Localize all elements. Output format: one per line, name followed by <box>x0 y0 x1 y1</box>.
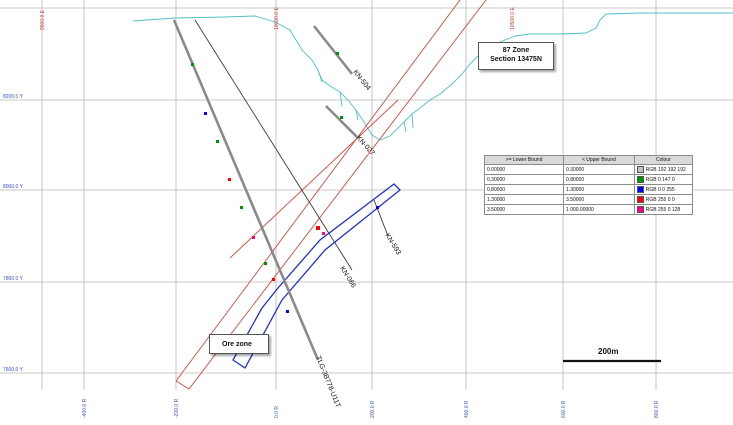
drill-hole-trace <box>194 19 353 271</box>
easting-label: 600.0 R <box>561 400 567 418</box>
legend-upper-bound: 1 000.00000 <box>563 204 635 215</box>
grade-legend: >= Lower Bound < Upper Bound Colour 0.00… <box>483 155 694 215</box>
elevation-label: 7600.0 Y <box>3 367 24 373</box>
legend-row: 3.50000 1 000.00000 RGB 255 0 128 <box>483 204 694 215</box>
hole-label-kn504: KN-504 <box>351 69 371 92</box>
drill-hole-trace <box>325 105 359 139</box>
legend-row: 0.30000 0.80000 RGB 0 147 0 <box>483 174 694 185</box>
elevation-label: 8200.0 Y <box>3 94 24 100</box>
topography-detail <box>317 69 414 133</box>
legend-lower-bound: 0.30000 <box>483 174 565 185</box>
colour-label: RGB 255 0 0 <box>645 196 675 203</box>
hole-label-kn593: KN-593 <box>383 232 402 256</box>
assay-markers <box>191 52 379 313</box>
easting-label: 9500.0 E <box>40 9 46 30</box>
legend-row: 0.80000 1.30000 RGB 0 0 255 <box>483 184 694 195</box>
legend-colour: RGB 255 0 128 <box>633 204 694 215</box>
legend-colour: RGB 0 147 0 <box>633 174 694 185</box>
easting-label: 10000.0 E <box>274 7 280 30</box>
legend-lower-bound: 3.50000 <box>483 204 565 215</box>
colour-swatch <box>636 196 644 203</box>
easting-label: 0.0 R <box>274 406 280 418</box>
hole-label-kn066: KN-066 <box>338 265 357 289</box>
colour-swatch <box>636 206 644 213</box>
legend-row: 1.30000 3.50000 RGB 255 0 0 <box>483 194 694 205</box>
colour-label: RGB 255 0 128 <box>645 206 681 213</box>
easting-label: -200.0 R <box>174 398 180 418</box>
zone-name: 87 Zone <box>502 47 530 54</box>
drill-hole-trace <box>172 19 320 361</box>
colour-label: RGB 192 192 192 <box>645 166 686 173</box>
colour-swatch <box>636 176 644 183</box>
hole-label-kn027: KN-027 <box>355 135 376 157</box>
elevation-label: 8000.0 Y <box>3 184 24 190</box>
structural-envelope <box>188 0 487 390</box>
legend-header-row: >= Lower Bound < Upper Bound Colour <box>483 155 694 165</box>
topography-line <box>132 12 733 141</box>
easting-label: 10500.0 E <box>510 7 516 30</box>
grid <box>0 0 733 390</box>
easting-label: -400.0 R <box>82 398 88 418</box>
easting-label: 800.0 R <box>654 400 660 418</box>
elevation-label: 7800.0 Y <box>3 276 24 282</box>
colour-swatch <box>636 166 644 173</box>
colour-swatch <box>636 186 644 193</box>
legend-upper-bound: 3.50000 <box>563 194 635 205</box>
drill-hole-trace <box>312 25 354 75</box>
legend-lower-bound: 0.00000 <box>483 164 565 175</box>
legend-colour: RGB 0 0 255 <box>633 184 694 195</box>
legend-colour: RGB 255 0 0 <box>633 194 694 205</box>
legend-colour: RGB 192 192 192 <box>633 164 694 175</box>
legend-header-lower: >= Lower Bound <box>483 155 565 165</box>
legend-lower-bound: 0.80000 <box>483 184 565 195</box>
easting-label: 400.0 R <box>464 400 470 418</box>
legend-lower-bound: 1.30000 <box>483 194 565 205</box>
structural-envelope <box>175 380 190 390</box>
legend-header-colour: Colour <box>633 155 694 165</box>
ore-zone-callout: Ore zone <box>209 334 269 354</box>
legend-upper-bound: 0.30000 <box>563 164 635 175</box>
legend-upper-bound: 1.30000 <box>563 184 635 195</box>
legend-upper-bound: 0.80000 <box>563 174 635 185</box>
legend-header-upper: < Upper Bound <box>563 155 635 165</box>
scale-bar-label: 200m <box>598 347 619 356</box>
colour-label: RGB 0 147 0 <box>645 176 675 183</box>
legend-row: 0.00000 0.30000 RGB 192 192 192 <box>483 164 694 175</box>
hole-label-tlg: TLG-3B778-U11T <box>314 355 341 409</box>
easting-label: 200.0 R <box>370 400 376 418</box>
structural-envelope <box>229 99 399 259</box>
section-callout: 87 Zone Section 13475N <box>478 42 554 70</box>
structural-envelope <box>175 0 461 382</box>
ore-zone-label: Ore zone <box>222 341 252 348</box>
colour-label: RGB 0 0 255 <box>645 186 675 193</box>
section-name: Section 13475N <box>490 56 542 63</box>
